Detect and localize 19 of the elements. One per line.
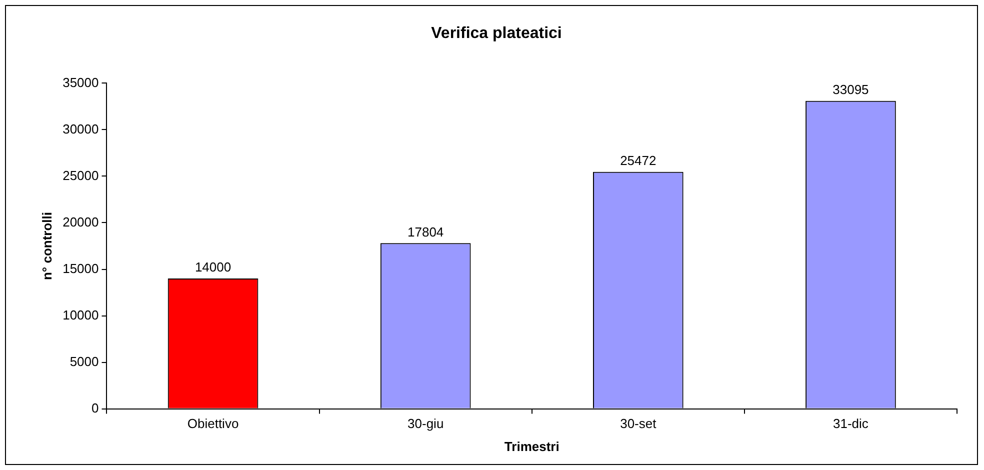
data-label: 17804 — [408, 224, 444, 240]
chart-title: Verifica plateatici — [431, 25, 562, 42]
y-tick-label: 25000 — [62, 168, 99, 183]
x-axis-title: Trimestri — [504, 438, 560, 454]
x-tick-label: 30-set — [620, 416, 657, 432]
data-label: 33095 — [832, 82, 869, 97]
data-label: 14000 — [194, 260, 232, 275]
y-tick-label: 0 — [92, 400, 99, 416]
data-label: 25472 — [620, 152, 656, 168]
y-tick-label: 5000 — [70, 354, 99, 369]
x-tick-label: 31-dic — [833, 416, 869, 432]
y-tick-label: 30000 — [62, 121, 99, 136]
y-tick-label: 15000 — [62, 260, 99, 276]
y-tick-label: 10000 — [62, 307, 99, 322]
x-tick-label: 30-giu — [408, 416, 444, 432]
x-tick-label: Obiettivo — [187, 416, 239, 432]
y-tick-label: 20000 — [62, 214, 99, 230]
y-tick-label: 35000 — [62, 74, 99, 90]
y-axis-title: n° controlli — [39, 212, 54, 280]
